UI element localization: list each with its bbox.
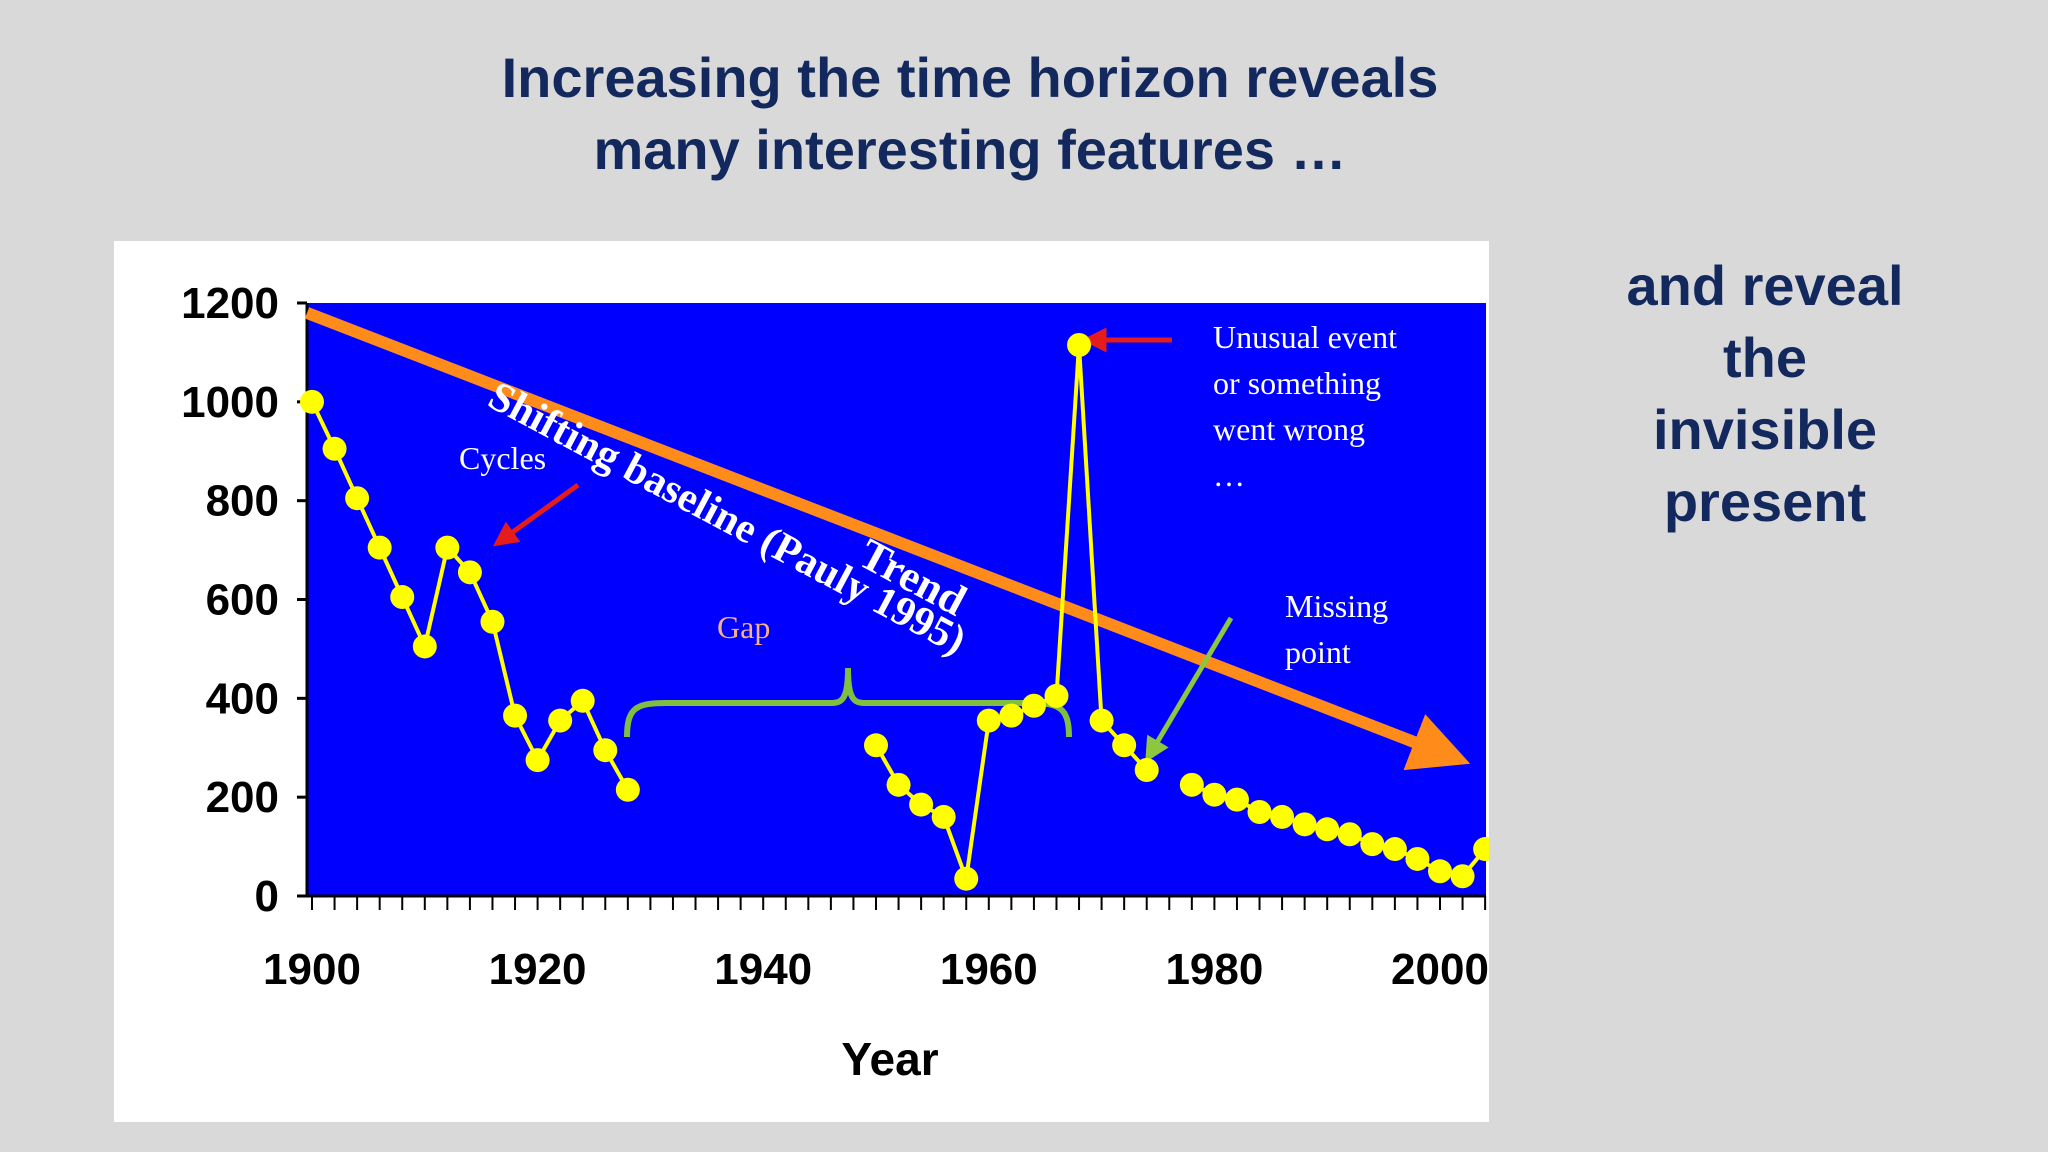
data-point (322, 436, 347, 461)
data-point (886, 772, 911, 797)
trend-arrow (304, 307, 1471, 771)
data-point (435, 535, 460, 560)
data-point (548, 708, 573, 733)
data-point (1067, 333, 1092, 358)
unusual-event-line-4: … (1213, 457, 1245, 493)
x-tick-label: 1920 (489, 945, 587, 994)
data-point (954, 866, 979, 891)
side-note-line-2: the (1723, 326, 1807, 389)
missing-point-line-2: point (1285, 634, 1351, 670)
cycles-label: Cycles (459, 440, 546, 476)
data-point (864, 733, 888, 758)
x-tick-label: 1960 (940, 945, 1038, 994)
data-point (999, 703, 1024, 728)
unusual-event-line-3: went wrong (1213, 411, 1365, 447)
data-point (1315, 817, 1340, 842)
side-note-line-3: invisible (1652, 398, 1878, 461)
data-point (1360, 832, 1385, 857)
unusual-event-line-1: Unusual event (1213, 319, 1397, 355)
data-point (593, 738, 618, 763)
slide-title-line-2: many interesting features … (593, 118, 1347, 181)
data-point (1270, 804, 1295, 829)
data-point (1134, 757, 1159, 782)
data-point (525, 748, 550, 773)
data-point (909, 792, 934, 817)
data-point (457, 560, 482, 585)
y-tick-label: 1200 (181, 279, 279, 328)
data-point (1405, 846, 1430, 871)
x-axis: 1900 1920 1940 1960 1980 2000 (263, 894, 1489, 994)
data-point (480, 609, 505, 634)
y-tick-label: 400 (206, 674, 279, 723)
side-note: and reveal the invisible present (1560, 250, 1970, 538)
y-tick-label: 600 (206, 576, 279, 625)
data-point (367, 535, 392, 560)
x-tick-label: 1900 (263, 945, 361, 994)
x-axis-title: Year (841, 1033, 938, 1085)
y-tick-label: 800 (206, 477, 279, 526)
missing-point-line-1: Missing (1285, 588, 1388, 624)
data-point (1247, 799, 1272, 824)
unusual-event-label: Unusual event or something went wrong … (1213, 319, 1405, 493)
gap-label: Gap (717, 609, 770, 645)
data-point (345, 486, 370, 511)
cycles-arrow (492, 482, 580, 547)
data-point (570, 688, 595, 713)
x-tick-label: 2000 (1391, 945, 1489, 994)
y-tick-label: 200 (206, 773, 279, 822)
data-point (931, 804, 956, 829)
data-point (1382, 837, 1407, 862)
slide-title: Increasing the time horizon reveals many… (380, 42, 1560, 186)
x-tick-label: 1940 (714, 945, 812, 994)
data-point (1021, 693, 1046, 718)
data-point (976, 708, 1001, 733)
missing-point-arrow (1145, 616, 1234, 763)
data-point (300, 389, 324, 414)
plot-area (307, 303, 1486, 896)
data-point (503, 703, 528, 728)
data-point (1473, 837, 1489, 862)
side-note-line-1: and reveal (1626, 254, 1904, 317)
missing-point-label: Missing point (1285, 588, 1396, 670)
y-tick-label: 1000 (181, 378, 279, 427)
series-points (300, 333, 1489, 891)
data-point (1292, 812, 1317, 837)
x-tick-label: 1980 (1165, 945, 1263, 994)
data-point (390, 585, 415, 610)
data-point (1179, 772, 1204, 797)
y-axis: 0 200 400 600 800 1000 1200 (181, 279, 309, 921)
data-point (1044, 683, 1069, 708)
y-tick-label: 0 (255, 872, 279, 921)
data-point (1337, 822, 1362, 847)
data-point (1112, 733, 1137, 758)
data-point (615, 777, 640, 802)
data-point (412, 634, 437, 659)
data-point (1202, 782, 1227, 807)
side-note-line-4: present (1663, 470, 1867, 533)
data-point (1224, 787, 1249, 812)
slide-title-line-1: Increasing the time horizon reveals (501, 46, 1439, 109)
data-point (1089, 708, 1114, 733)
chart-panel: 0 200 400 600 800 1000 1200 1900 1920 1940 1960 19… (114, 241, 1489, 1122)
unusual-event-line-2: or something (1213, 365, 1381, 401)
data-point (1450, 864, 1475, 889)
data-point (1428, 859, 1452, 884)
